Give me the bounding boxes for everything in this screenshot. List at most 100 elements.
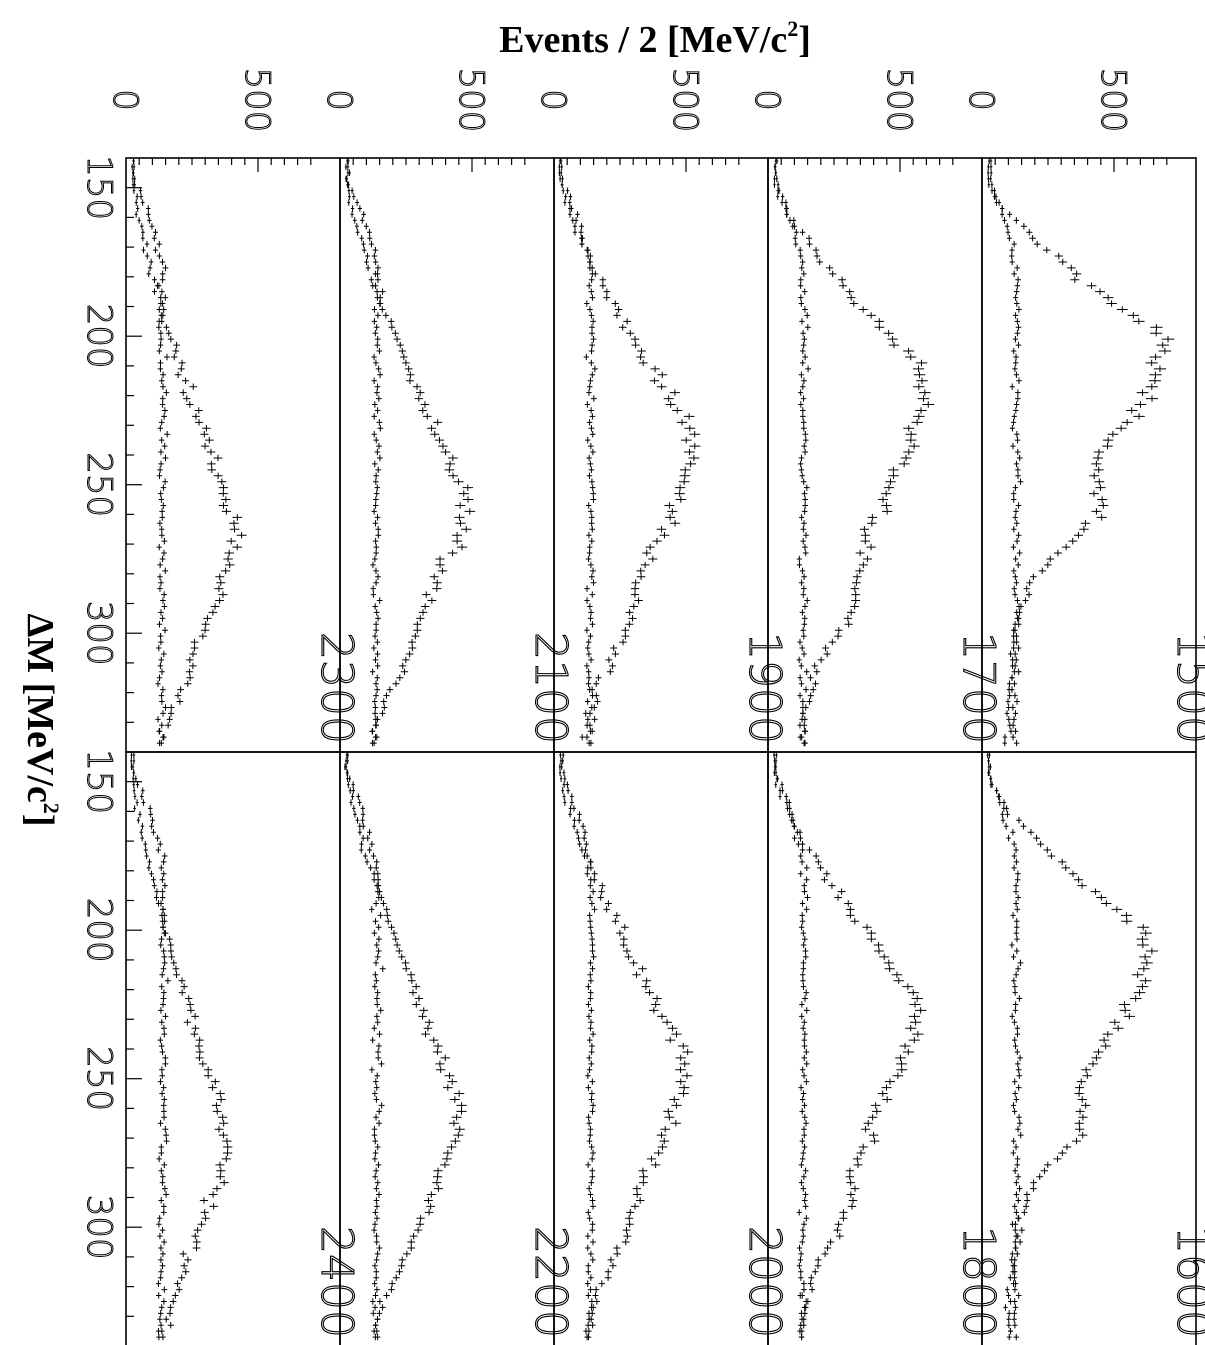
panel-1800-lower-point (792, 834, 797, 842)
panel-2000-lower-point (589, 1226, 596, 1234)
panel-2200-lower-point (372, 918, 379, 925)
panel-2000-lower-point (585, 983, 592, 990)
panel-2100-lower-point (373, 549, 379, 557)
panel-2400-lower-point (162, 1125, 169, 1133)
panel-2400-lower-point (158, 1244, 164, 1252)
panel-1900-upper-point (611, 300, 619, 307)
panel-1700-lower-point (802, 353, 808, 361)
panel-1700-lower-point (799, 567, 806, 575)
panel-2000-lower-point (580, 823, 586, 830)
panel-1900-lower-point (589, 478, 595, 485)
panel-1500-lower-point (1013, 401, 1020, 408)
panel-2300-upper-point (183, 395, 191, 402)
panel-2200-upper-point (421, 1030, 430, 1038)
panel-2400-upper-point (147, 858, 152, 866)
panel-1900-lower-point (585, 555, 592, 563)
panel-1600-lower-point (1013, 971, 1019, 978)
panel-2400-lower-point (159, 1019, 165, 1026)
panel-1500-upper-point (1093, 454, 1104, 462)
panel-2400-upper-point (191, 1013, 199, 1020)
panel-1600-lower-point (1013, 888, 1019, 895)
panel-1800-upper-point (833, 1226, 842, 1234)
panel-1900-lower-point (567, 199, 572, 206)
panel-2300-lower-point (158, 739, 165, 747)
panel-1700-upper-point (860, 537, 870, 545)
panel-1800-lower-point (802, 1304, 809, 1311)
panel-1700-lower-point (804, 324, 811, 331)
panel-2300-lower-point (159, 615, 166, 622)
panel-1500-upper-point (1038, 567, 1046, 575)
panel-2200-lower-point (374, 989, 381, 996)
panel-2100-upper-point (388, 324, 396, 331)
panel-2400-upper-point (138, 811, 142, 818)
panel-1900-upper-point (610, 644, 618, 652)
panel-1800-lower-point (799, 971, 806, 978)
panel-2000-lower-point (590, 1238, 596, 1246)
panel-2000-lower-point (586, 1036, 593, 1044)
panel-2300-points (131, 157, 247, 747)
panel-1800-upper-point (912, 1030, 924, 1038)
panel-1600-lower-point (1012, 1322, 1018, 1329)
panel-1500-lower-point (1011, 567, 1017, 575)
panel-2300-upper-point (223, 555, 233, 563)
panel-2300-upper-point (182, 377, 190, 384)
panel-2400-upper-point (215, 1090, 225, 1097)
panel-2200-upper-point (401, 959, 410, 967)
panel-2200-lower-point (367, 846, 373, 854)
panel-1600-lower-point (989, 775, 993, 782)
panel-1900-lower-point (588, 312, 595, 319)
panel-1800-upper-point (824, 1244, 832, 1252)
panel-1500-lower-point (1014, 318, 1021, 325)
panel-2300-upper-point (202, 425, 211, 432)
panel-2300-lower-point (160, 650, 167, 658)
panel-2000-upper-point (664, 1114, 675, 1121)
panel-2400-upper-point (187, 1007, 195, 1014)
panel-1700-lower-point (783, 205, 788, 212)
panel-2100-lower-point (344, 175, 348, 182)
panel-1500-upper-point (989, 169, 993, 177)
panel-2300-lower-point (162, 567, 169, 575)
panel-1800-upper-point (850, 918, 860, 925)
panel-2000-lower-point (587, 1191, 594, 1198)
panel-1600-lower-point (1014, 947, 1020, 955)
panel-1700-lower-point (801, 573, 807, 580)
panel-2100-lower-point (371, 252, 378, 260)
panel-1500-lower-point (1013, 288, 1020, 295)
panel-1500-lower-point (1009, 425, 1015, 432)
panel-2300-lower-point (151, 234, 157, 242)
panel-1900-upper-point (650, 365, 660, 373)
panel-2200-lower-point (369, 840, 375, 848)
panel-2300-frame (125, 157, 341, 753)
panel-2300-lower-point (161, 549, 167, 557)
panel-2300-upper-point (139, 223, 144, 230)
panel-1900-upper-point (631, 579, 640, 586)
panel-2300-lower-point (162, 294, 169, 301)
panel-2000-lower-point (585, 1292, 592, 1299)
panel-1900-upper-point (618, 324, 627, 331)
panel-2100: 2100 (339, 157, 577, 753)
panel-2400-frame (125, 751, 341, 1345)
panel-2000-upper-point (638, 965, 647, 973)
panel-2000-lower-point (586, 1137, 593, 1145)
panel-2400-lower-point (157, 1316, 163, 1323)
panel-1600-upper-point (1121, 918, 1133, 925)
panel-2100-upper-point (462, 484, 474, 491)
panel-1600-lower-point (1012, 1001, 1019, 1008)
panel-2400-lower-point (147, 805, 153, 812)
panel-2400-upper-point (170, 1298, 177, 1305)
panel-2100-lower-point (376, 419, 383, 426)
panel-1500-upper-point (1136, 389, 1149, 396)
panel-1900-upper-point (599, 282, 607, 289)
panel-2300-lower-point (146, 211, 151, 218)
panel-2300-lower-point (156, 324, 162, 331)
panel-1900-upper-point (631, 341, 640, 349)
panel-1700-lower-point (776, 181, 780, 188)
panel-1600-lower-point (1016, 1120, 1023, 1127)
panel-1900-upper-point (683, 413, 695, 420)
panel-2300-upper-point (189, 383, 198, 390)
panel-2200-lower-point (373, 1078, 379, 1085)
panel-2000-lower-point (589, 1090, 595, 1097)
panel-1700-lower-point (775, 175, 779, 182)
panel-2400-lower-point (159, 1179, 166, 1186)
panel-1700-lower-point (799, 258, 806, 266)
